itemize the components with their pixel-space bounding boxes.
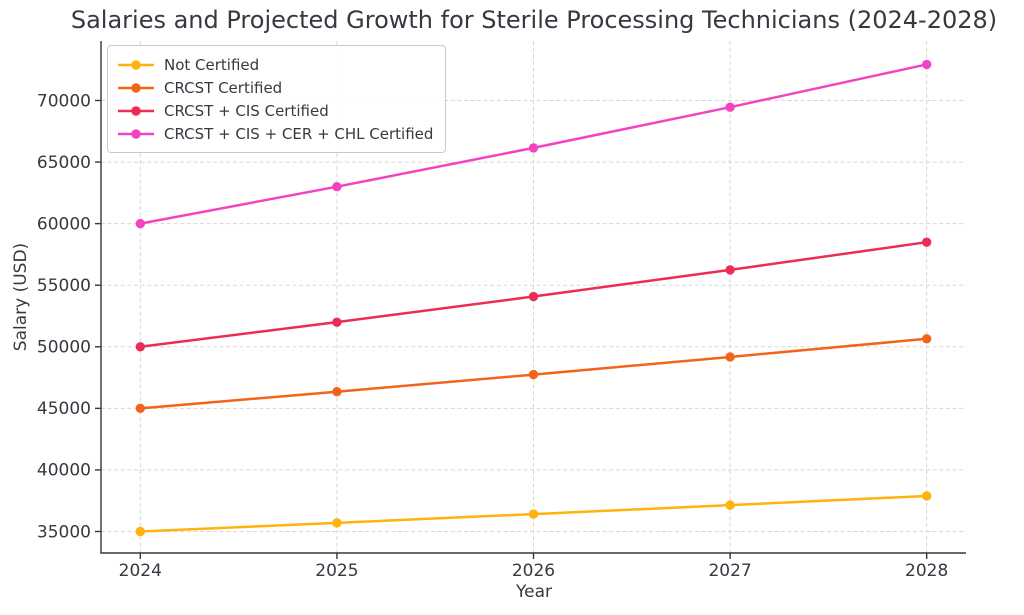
x-tick-label: 2027 bbox=[708, 561, 751, 581]
legend-item: CRCST + CIS Certified bbox=[117, 99, 433, 122]
x-tick-label: 2026 bbox=[512, 561, 555, 581]
data-point bbox=[135, 403, 146, 414]
legend-label: CRCST + CIS + CER + CHL Certified bbox=[164, 124, 434, 143]
data-point bbox=[725, 102, 735, 112]
legend-label: CRCST + CIS Certified bbox=[164, 101, 329, 120]
data-point bbox=[725, 352, 735, 362]
legend-item: Not Certified bbox=[117, 53, 433, 76]
data-point bbox=[528, 509, 539, 519]
y-tick-label: 60000 bbox=[37, 214, 91, 234]
data-point bbox=[921, 59, 932, 70]
data-point bbox=[725, 265, 735, 275]
legend: Not Certified CRCST Certified CRCST + CIS … bbox=[107, 45, 447, 153]
legend-line-sample bbox=[118, 128, 154, 139]
y-tick-label: 35000 bbox=[37, 522, 91, 542]
y-tick-label: 70000 bbox=[37, 91, 91, 111]
y-tick-label: 55000 bbox=[37, 276, 91, 296]
data-point bbox=[528, 143, 539, 153]
legend-line-sample bbox=[118, 59, 154, 70]
data-point bbox=[332, 518, 342, 528]
x-axis-label: Year bbox=[516, 582, 552, 602]
y-tick-label: 50000 bbox=[37, 338, 91, 358]
data-point bbox=[332, 387, 342, 397]
legend-line-sample bbox=[118, 105, 154, 116]
data-point bbox=[921, 237, 932, 247]
x-tick-label: 2025 bbox=[315, 561, 358, 581]
data-point bbox=[725, 500, 735, 510]
data-point bbox=[332, 317, 342, 327]
legend-line-sample bbox=[118, 82, 154, 93]
legend-label: Not Certified bbox=[164, 55, 260, 74]
y-axis-label: Salary (USD) bbox=[11, 242, 31, 352]
data-point bbox=[135, 218, 146, 229]
data-point bbox=[921, 334, 932, 344]
y-tick-label: 40000 bbox=[37, 461, 91, 481]
legend-item: CRCST + CIS + CER + CHL Certified bbox=[117, 122, 433, 145]
y-tick-label: 65000 bbox=[37, 153, 91, 173]
data-point bbox=[528, 291, 539, 302]
data-point bbox=[332, 181, 342, 192]
legend-item: CRCST Certified bbox=[117, 76, 433, 99]
legend-label: CRCST Certified bbox=[164, 78, 283, 97]
data-point bbox=[528, 369, 539, 380]
x-tick-label: 2024 bbox=[119, 561, 162, 581]
x-tick-label: 2028 bbox=[905, 561, 948, 581]
y-tick-label: 45000 bbox=[37, 399, 91, 419]
data-point bbox=[135, 526, 146, 537]
data-point bbox=[921, 491, 932, 501]
chart-title: Salaries and Projected Growth for Steril… bbox=[70, 6, 998, 34]
data-point bbox=[135, 342, 146, 352]
